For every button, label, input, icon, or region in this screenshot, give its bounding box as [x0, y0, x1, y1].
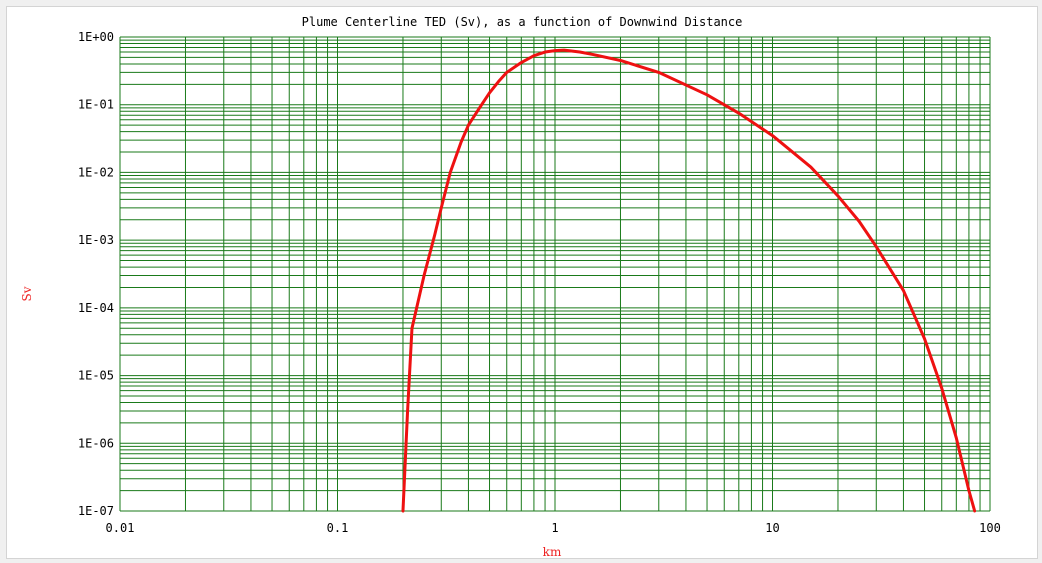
y-tick-label: 1E-07	[78, 504, 114, 518]
x-tick-label: 0.01	[106, 521, 135, 535]
x-tick-label: 0.1	[327, 521, 349, 535]
x-tick-label: 1	[551, 521, 558, 535]
y-tick-label: 1E+00	[78, 30, 114, 44]
y-tick-label: 1E-03	[78, 233, 114, 247]
chart-panel: Plume Centerline TED (Sv), as a function…	[6, 6, 1038, 559]
tick-layer: 1E+00 1E-01 1E-02 1E-03 1E-04 1E-05 1E-06 1E-07…	[78, 30, 1001, 535]
series-layer	[401, 48, 977, 513]
y-tick-label: 1E-06	[78, 436, 114, 450]
x-tick-label: 10	[765, 521, 779, 535]
x-tick-label: 100	[979, 521, 1001, 535]
grid-layer	[119, 36, 991, 512]
x-axis-label: km	[543, 545, 562, 558]
y-tick-label: 1E-02	[78, 165, 114, 179]
y-tick-label: 1E-01	[78, 98, 114, 112]
y-axis-label: Sv	[20, 286, 34, 301]
chart-title: Plume Centerline TED (Sv), as a function…	[302, 15, 743, 29]
y-tick-label: 1E-05	[78, 369, 114, 383]
y-tick-label: 1E-04	[78, 301, 114, 315]
series-line	[401, 48, 977, 513]
chart-svg: Plume Centerline TED (Sv), as a function…	[20, 15, 1001, 558]
